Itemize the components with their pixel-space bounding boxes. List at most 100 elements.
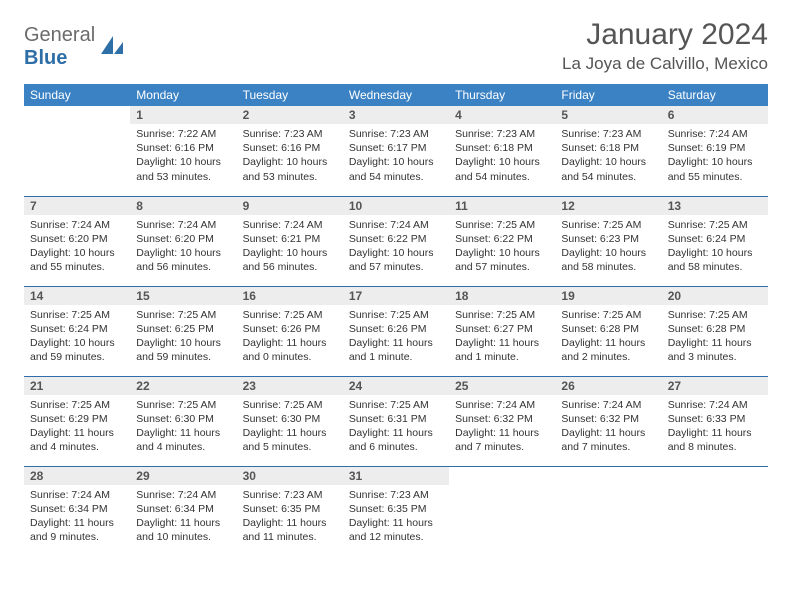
day-number: 29 [130,467,236,485]
day-details: Sunrise: 7:25 AMSunset: 6:30 PMDaylight:… [237,395,343,461]
day-number: 30 [237,467,343,485]
calendar-row: 21Sunrise: 7:25 AMSunset: 6:29 PMDayligh… [24,376,768,466]
day-details: Sunrise: 7:24 AMSunset: 6:34 PMDaylight:… [130,485,236,551]
calendar-cell: 15Sunrise: 7:25 AMSunset: 6:25 PMDayligh… [130,286,236,376]
sunset-line: Sunset: 6:17 PM [349,141,443,155]
daylight-line: Daylight: 11 hours and 9 minutes. [30,516,124,544]
sunset-line: Sunset: 6:24 PM [668,232,762,246]
day-details: Sunrise: 7:24 AMSunset: 6:19 PMDaylight:… [662,124,768,190]
calendar-cell: 5Sunrise: 7:23 AMSunset: 6:18 PMDaylight… [555,106,661,196]
sunset-line: Sunset: 6:19 PM [668,141,762,155]
weekday-header: Wednesday [343,84,449,106]
day-details: Sunrise: 7:25 AMSunset: 6:30 PMDaylight:… [130,395,236,461]
sail-icon [99,34,125,61]
day-number: 9 [237,197,343,215]
sunset-line: Sunset: 6:16 PM [136,141,230,155]
logo-word-blue: Blue [24,47,67,69]
daylight-line: Daylight: 11 hours and 3 minutes. [668,336,762,364]
weekday-header: Monday [130,84,236,106]
calendar-cell: 29Sunrise: 7:24 AMSunset: 6:34 PMDayligh… [130,466,236,556]
day-details: Sunrise: 7:23 AMSunset: 6:35 PMDaylight:… [343,485,449,551]
sunset-line: Sunset: 6:33 PM [668,412,762,426]
calendar-cell [555,466,661,556]
calendar-cell: 6Sunrise: 7:24 AMSunset: 6:19 PMDaylight… [662,106,768,196]
calendar-cell: 22Sunrise: 7:25 AMSunset: 6:30 PMDayligh… [130,376,236,466]
sunrise-line: Sunrise: 7:24 AM [668,127,762,141]
day-number: 13 [662,197,768,215]
day-details: Sunrise: 7:23 AMSunset: 6:17 PMDaylight:… [343,124,449,190]
calendar-cell: 19Sunrise: 7:25 AMSunset: 6:28 PMDayligh… [555,286,661,376]
day-number: 11 [449,197,555,215]
calendar-cell: 27Sunrise: 7:24 AMSunset: 6:33 PMDayligh… [662,376,768,466]
sunset-line: Sunset: 6:23 PM [561,232,655,246]
sunset-line: Sunset: 6:28 PM [668,322,762,336]
daylight-line: Daylight: 11 hours and 4 minutes. [30,426,124,454]
sunrise-line: Sunrise: 7:24 AM [668,398,762,412]
sunset-line: Sunset: 6:26 PM [243,322,337,336]
day-details: Sunrise: 7:25 AMSunset: 6:26 PMDaylight:… [343,305,449,371]
daylight-line: Daylight: 10 hours and 56 minutes. [136,246,230,274]
sunset-line: Sunset: 6:24 PM [30,322,124,336]
daylight-line: Daylight: 10 hours and 54 minutes. [455,155,549,183]
sunrise-line: Sunrise: 7:24 AM [30,218,124,232]
sunrise-line: Sunrise: 7:24 AM [243,218,337,232]
calendar-row: 14Sunrise: 7:25 AMSunset: 6:24 PMDayligh… [24,286,768,376]
day-number: 6 [662,106,768,124]
sunrise-line: Sunrise: 7:25 AM [561,218,655,232]
sunrise-line: Sunrise: 7:25 AM [30,308,124,322]
sunrise-line: Sunrise: 7:25 AM [243,308,337,322]
sunset-line: Sunset: 6:32 PM [455,412,549,426]
sunset-line: Sunset: 6:27 PM [455,322,549,336]
calendar-cell: 23Sunrise: 7:25 AMSunset: 6:30 PMDayligh… [237,376,343,466]
day-details: Sunrise: 7:25 AMSunset: 6:27 PMDaylight:… [449,305,555,371]
sunrise-line: Sunrise: 7:23 AM [455,127,549,141]
day-number: 12 [555,197,661,215]
sunrise-line: Sunrise: 7:24 AM [349,218,443,232]
weekday-header-row: Sunday Monday Tuesday Wednesday Thursday… [24,84,768,106]
daylight-line: Daylight: 10 hours and 54 minutes. [561,155,655,183]
day-number: 16 [237,287,343,305]
sunrise-line: Sunrise: 7:25 AM [349,398,443,412]
calendar-cell: 3Sunrise: 7:23 AMSunset: 6:17 PMDaylight… [343,106,449,196]
daylight-line: Daylight: 11 hours and 1 minute. [455,336,549,364]
weekday-header: Saturday [662,84,768,106]
sunrise-line: Sunrise: 7:25 AM [668,218,762,232]
sunset-line: Sunset: 6:22 PM [349,232,443,246]
sunrise-line: Sunrise: 7:22 AM [136,127,230,141]
daylight-line: Daylight: 11 hours and 10 minutes. [136,516,230,544]
daylight-line: Daylight: 11 hours and 7 minutes. [561,426,655,454]
sunset-line: Sunset: 6:30 PM [243,412,337,426]
day-details: Sunrise: 7:24 AMSunset: 6:21 PMDaylight:… [237,215,343,281]
day-number: 8 [130,197,236,215]
sunset-line: Sunset: 6:35 PM [243,502,337,516]
daylight-line: Daylight: 11 hours and 6 minutes. [349,426,443,454]
daylight-line: Daylight: 10 hours and 53 minutes. [243,155,337,183]
sunset-line: Sunset: 6:25 PM [136,322,230,336]
daylight-line: Daylight: 11 hours and 1 minute. [349,336,443,364]
day-details: Sunrise: 7:25 AMSunset: 6:24 PMDaylight:… [662,215,768,281]
day-details: Sunrise: 7:25 AMSunset: 6:24 PMDaylight:… [24,305,130,371]
calendar-cell: 13Sunrise: 7:25 AMSunset: 6:24 PMDayligh… [662,196,768,286]
day-details: Sunrise: 7:23 AMSunset: 6:18 PMDaylight:… [449,124,555,190]
calendar-cell: 30Sunrise: 7:23 AMSunset: 6:35 PMDayligh… [237,466,343,556]
daylight-line: Daylight: 11 hours and 11 minutes. [243,516,337,544]
sunset-line: Sunset: 6:16 PM [243,141,337,155]
daylight-line: Daylight: 11 hours and 12 minutes. [349,516,443,544]
day-details: Sunrise: 7:24 AMSunset: 6:20 PMDaylight:… [130,215,236,281]
calendar-cell [449,466,555,556]
calendar-cell: 24Sunrise: 7:25 AMSunset: 6:31 PMDayligh… [343,376,449,466]
daylight-line: Daylight: 10 hours and 59 minutes. [30,336,124,364]
calendar-cell: 7Sunrise: 7:24 AMSunset: 6:20 PMDaylight… [24,196,130,286]
calendar-cell: 10Sunrise: 7:24 AMSunset: 6:22 PMDayligh… [343,196,449,286]
daylight-line: Daylight: 10 hours and 53 minutes. [136,155,230,183]
calendar-row: 1Sunrise: 7:22 AMSunset: 6:16 PMDaylight… [24,106,768,196]
calendar-table: Sunday Monday Tuesday Wednesday Thursday… [24,84,768,556]
daylight-line: Daylight: 10 hours and 58 minutes. [668,246,762,274]
daylight-line: Daylight: 11 hours and 7 minutes. [455,426,549,454]
sunset-line: Sunset: 6:21 PM [243,232,337,246]
title-block: January 2024 La Joya de Calvillo, Mexico [562,18,768,74]
sunrise-line: Sunrise: 7:24 AM [455,398,549,412]
daylight-line: Daylight: 10 hours and 57 minutes. [349,246,443,274]
day-number: 3 [343,106,449,124]
daylight-line: Daylight: 10 hours and 55 minutes. [668,155,762,183]
